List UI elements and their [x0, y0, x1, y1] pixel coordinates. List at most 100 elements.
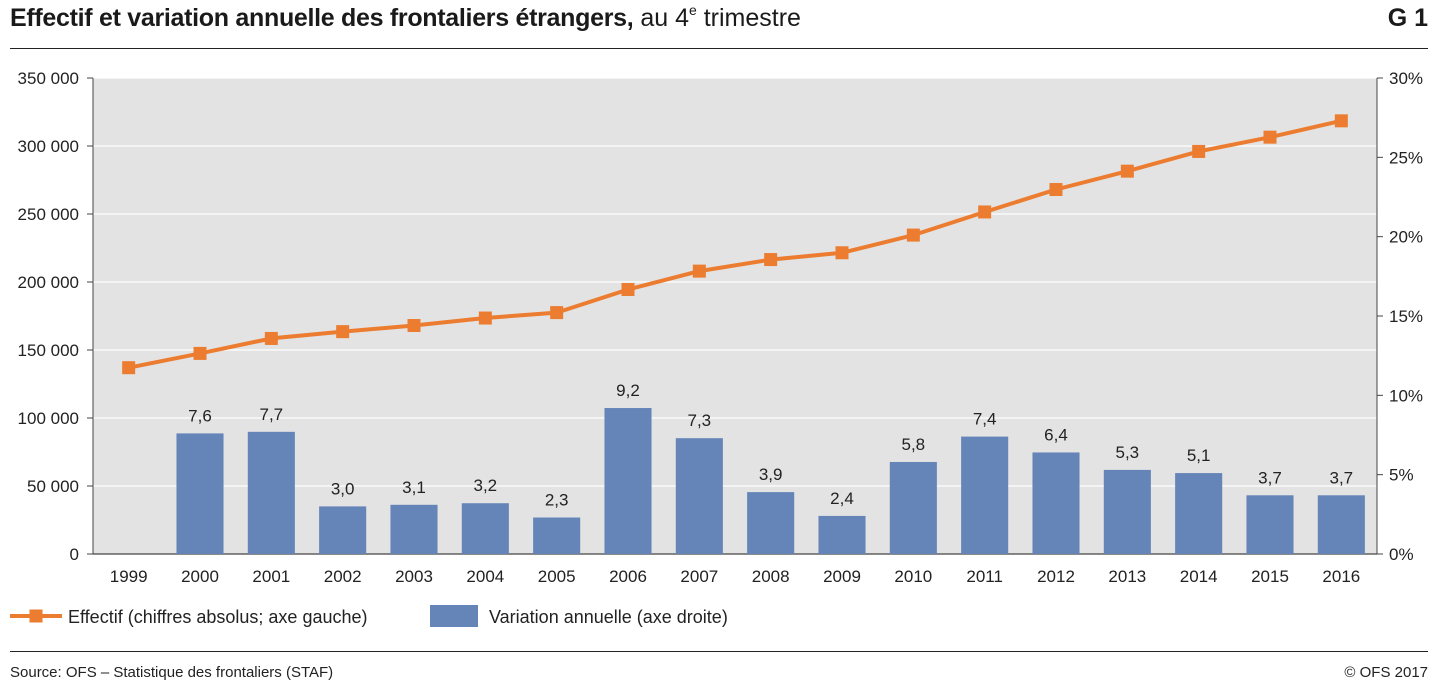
bar — [747, 492, 795, 554]
left-tick-label: 250 000 — [18, 205, 79, 224]
left-tick-label: 200 000 — [18, 273, 79, 292]
line-marker — [1192, 144, 1206, 158]
bar-data-label: 3,1 — [402, 478, 426, 497]
right-tick-label: 10% — [1389, 386, 1423, 405]
x-tick-label: 2004 — [466, 567, 504, 586]
bar-data-label: 6,4 — [1044, 425, 1068, 444]
bar — [319, 506, 367, 554]
title-end: trimestre — [696, 4, 801, 32]
line-marker — [193, 346, 207, 360]
x-tick-label: 2013 — [1108, 567, 1146, 586]
bar — [1246, 495, 1294, 554]
line-marker — [478, 311, 492, 325]
title-regular: au 4e trimestre — [633, 2, 801, 32]
bar-data-label: 2,4 — [830, 489, 854, 508]
legend-label-variation: Variation annuelle (axe droite) — [489, 607, 728, 627]
line-marker — [906, 228, 920, 242]
line-marker — [1120, 164, 1134, 178]
line-marker — [407, 319, 421, 333]
title-rest: au 4 — [633, 4, 689, 32]
bar — [1103, 469, 1151, 554]
bar — [889, 461, 937, 554]
x-tick-label: 2005 — [538, 567, 576, 586]
figure-id: G 1 — [1387, 4, 1428, 32]
x-tick-label: 2000 — [181, 567, 219, 586]
line-marker — [336, 325, 350, 339]
x-tick-label: 2003 — [395, 567, 433, 586]
left-tick-label: 350 000 — [18, 69, 79, 88]
title-superscript: e — [688, 2, 697, 18]
line-marker — [978, 205, 992, 219]
bar — [1317, 495, 1365, 554]
x-tick-label: 2015 — [1251, 567, 1289, 586]
bar-data-label: 5,3 — [1116, 443, 1140, 462]
x-tick-label: 2007 — [680, 567, 718, 586]
bar-data-label: 3,7 — [1330, 468, 1354, 487]
bar — [675, 438, 723, 554]
left-tick-label: 300 000 — [18, 137, 79, 156]
bar-data-label: 5,1 — [1187, 446, 1211, 465]
bar-data-label: 3,2 — [474, 476, 498, 495]
title-bold: Effectif et variation annuelle des front… — [10, 4, 634, 32]
x-tick-label: 2016 — [1322, 567, 1360, 586]
bar-data-label: 7,3 — [688, 411, 712, 430]
footer-rule — [10, 651, 1428, 652]
right-tick-label: 5% — [1389, 466, 1414, 485]
bar — [1032, 452, 1080, 554]
bar-data-label: 3,0 — [331, 479, 355, 498]
line-marker — [122, 361, 136, 375]
chart-header: Effectif et variation annuelle des front… — [10, 2, 1428, 42]
bar-data-label: 2,3 — [545, 491, 569, 510]
plot-area — [93, 78, 1377, 554]
bar-data-label: 7,4 — [973, 410, 997, 429]
bar — [818, 515, 866, 554]
left-tick-label: 0 — [70, 545, 79, 564]
bar-data-label: 3,9 — [759, 465, 783, 484]
line-marker — [692, 264, 706, 278]
bar — [176, 433, 224, 554]
left-tick-label: 50 000 — [27, 477, 79, 496]
bar — [1175, 473, 1223, 554]
legend-line-marker — [29, 609, 43, 623]
bar — [604, 408, 652, 554]
x-tick-label: 2014 — [1180, 567, 1218, 586]
bar — [961, 436, 1009, 554]
line-marker — [264, 331, 278, 345]
line-marker — [764, 253, 778, 267]
line-marker — [1049, 183, 1063, 197]
x-tick-label: 1999 — [110, 567, 148, 586]
copyright-note: © OFS 2017 — [1344, 664, 1428, 681]
right-tick-label: 25% — [1389, 148, 1423, 167]
bar — [533, 517, 581, 554]
right-tick-label: 30% — [1389, 69, 1423, 88]
x-tick-label: 2010 — [894, 567, 932, 586]
right-tick-label: 15% — [1389, 307, 1423, 326]
bar — [461, 503, 509, 554]
line-effectif — [128, 118, 1342, 370]
x-tick-label: 2006 — [609, 567, 647, 586]
x-tick-label: 2002 — [324, 567, 362, 586]
line-marker — [621, 282, 635, 296]
top-rule — [10, 48, 1428, 49]
legend-label-effectif: Effectif (chiffres absolus; axe gauche) — [68, 607, 368, 627]
x-tick-label: 2009 — [823, 567, 861, 586]
x-tick-label: 2011 — [966, 567, 1003, 586]
bar-data-label: 5,8 — [902, 435, 926, 454]
line-marker — [1334, 114, 1348, 128]
bar-data-label: 9,2 — [616, 381, 640, 400]
legend-bar-swatch — [430, 605, 478, 627]
right-tick-label: 0% — [1389, 545, 1414, 564]
x-tick-label: 2001 — [252, 567, 290, 586]
chart-svg: 0 50 000 100 000 150 000 200 000 250 000 300 0… — [10, 69, 1423, 627]
line-marker — [1263, 130, 1277, 144]
line-marker — [835, 246, 849, 260]
x-tick-label: 2012 — [1037, 567, 1075, 586]
left-tick-label: 150 000 — [18, 341, 79, 360]
left-tick-label: 100 000 — [18, 409, 79, 428]
right-tick-label: 20% — [1389, 228, 1423, 247]
bar — [247, 431, 295, 554]
x-tick-label: 2008 — [752, 567, 790, 586]
bar — [390, 504, 438, 554]
line-marker — [550, 306, 564, 320]
bar-data-label: 3,7 — [1258, 468, 1282, 487]
